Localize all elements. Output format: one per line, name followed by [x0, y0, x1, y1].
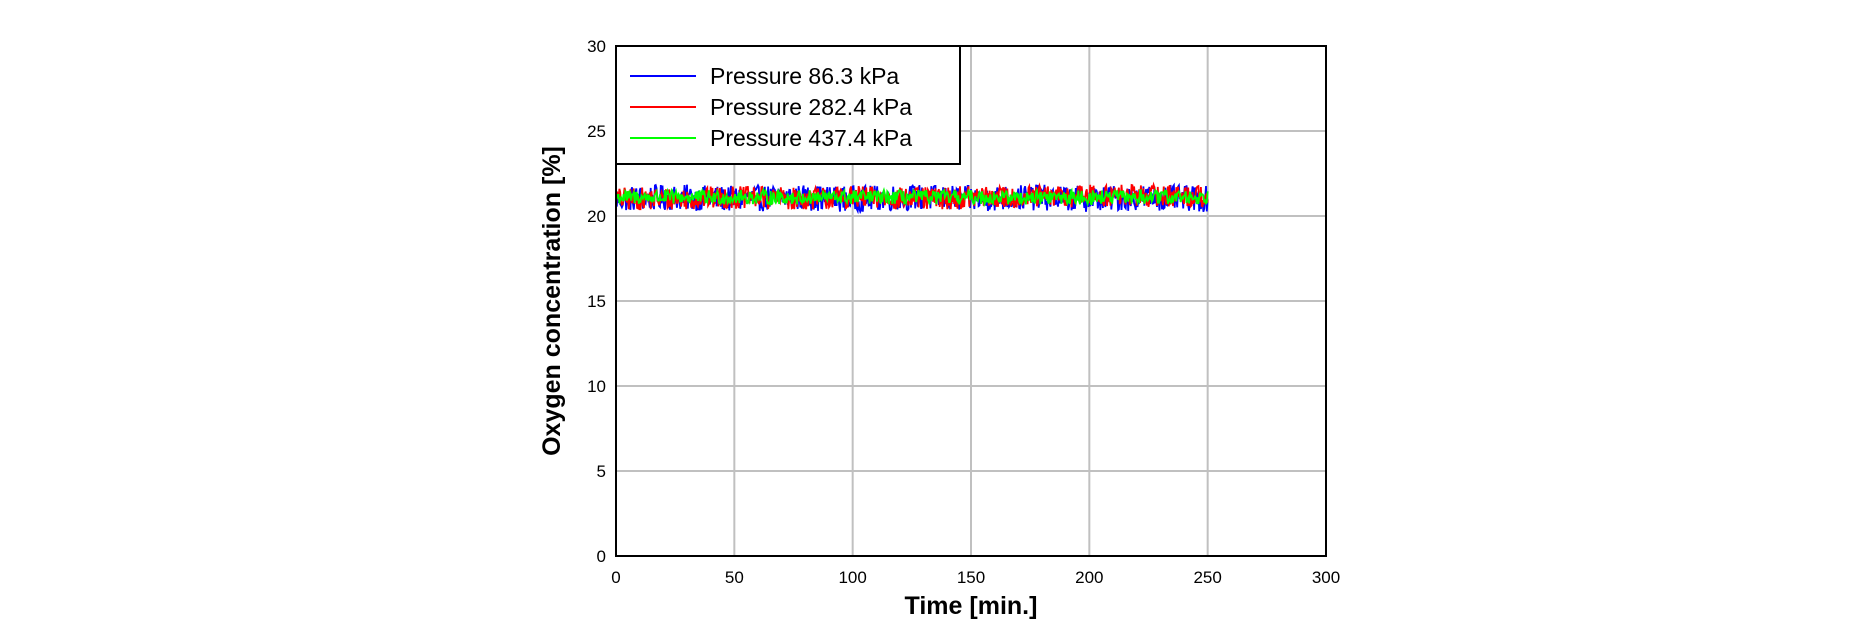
- y-axis-title: Oxygen concentration [%]: [538, 146, 566, 456]
- legend-box: [615, 45, 961, 165]
- series-layer: [615, 181, 1209, 215]
- x-tick-label: 50: [725, 568, 744, 587]
- series-line-3: [615, 186, 1209, 208]
- legend: Pressure 86.3 kPa Pressure 282.4 kPa Press…: [615, 45, 961, 165]
- legend-label-1: Pressure 86.3 kPa: [710, 63, 899, 89]
- legend-label-3: Pressure 437.4 kPa: [710, 125, 912, 151]
- x-axis-title: Time [min.]: [905, 592, 1038, 620]
- tick-layer: 0 50 100 150 200 250 300 0 5 10 15 20 25 30: [587, 37, 1340, 587]
- series-line-2: [615, 181, 1209, 211]
- y-tick-label: 15: [587, 292, 606, 311]
- x-tick-label: 200: [1075, 568, 1103, 587]
- x-tick-label: 150: [957, 568, 985, 587]
- y-tick-label: 5: [597, 462, 606, 481]
- y-tick-label: 25: [587, 122, 606, 141]
- x-tick-label: 100: [838, 568, 866, 587]
- legend-label-2: Pressure 282.4 kPa: [710, 94, 912, 120]
- y-tick-label: 20: [587, 207, 606, 226]
- y-tick-label: 10: [587, 377, 606, 396]
- y-tick-label: 0: [597, 547, 606, 566]
- x-tick-label: 0: [611, 568, 620, 587]
- plot-frame: [615, 45, 1327, 557]
- y-tick-label: 30: [587, 37, 606, 56]
- x-tick-label: 300: [1312, 568, 1340, 587]
- x-tick-label: 250: [1193, 568, 1221, 587]
